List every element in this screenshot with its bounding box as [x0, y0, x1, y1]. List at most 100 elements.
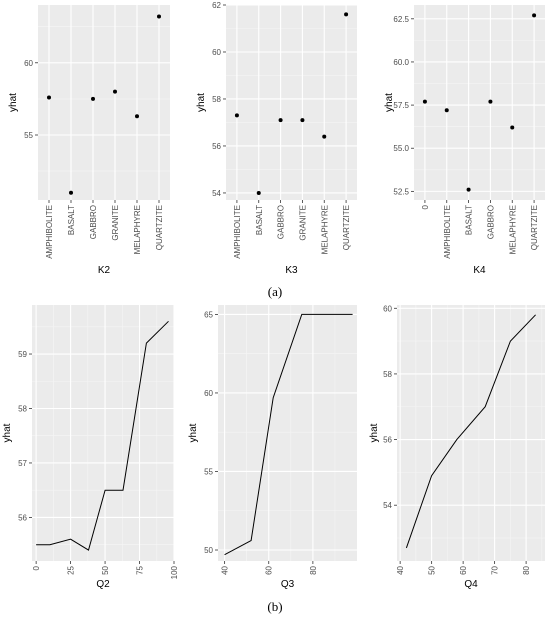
y-axis-title: yhat — [369, 423, 380, 442]
y-axis-title: yhat — [196, 93, 207, 112]
plot-panel — [397, 305, 545, 561]
y-tick-label: 56 — [383, 436, 392, 445]
panel-label-a: (a) — [268, 284, 282, 299]
y-tick-label: 55.0 — [393, 144, 409, 153]
chart-2: 54 56 58 60 62 AMPHIBOLITE BASALT GABBRO GRANITE… — [196, 1, 357, 276]
data-point — [69, 190, 73, 195]
x-tick-label: 80 — [522, 565, 531, 574]
x-tick-label: 50 — [101, 565, 110, 574]
data-point — [510, 125, 515, 130]
y-tick-label: 60 — [24, 59, 33, 68]
y-tick-label: 55 — [204, 467, 213, 476]
y-tick-label: 57.5 — [393, 101, 409, 110]
y-tick-label: 55 — [24, 131, 33, 140]
data-point — [344, 12, 349, 17]
x-axis-title: Q2 — [96, 579, 110, 590]
y-tick-label: 60 — [204, 389, 213, 398]
data-point — [113, 89, 117, 94]
data-point — [278, 118, 283, 123]
y-tick-label: 54 — [212, 189, 221, 198]
x-axis-title: K2 — [98, 265, 111, 276]
x-tick-label: GRANITE — [298, 205, 307, 241]
y-tick-label: 50 — [204, 546, 213, 555]
x-tick-label: GABBRO — [277, 205, 286, 239]
y-tick-label: 62 — [212, 1, 221, 10]
x-tick-label: 25 — [67, 565, 76, 574]
data-point — [466, 187, 471, 192]
y-tick-label: 62.5 — [393, 15, 409, 24]
plot-panel — [32, 305, 174, 561]
series-line — [224, 313, 353, 556]
x-tick-label: 70 — [491, 565, 500, 574]
y-axis-title: yhat — [8, 93, 19, 112]
chart-4: 56 57 58 59 0 25 50 75 100 Q2 yhat — [2, 305, 179, 590]
x-tick-label: GABBRO — [486, 205, 495, 239]
x-axis-title: Q4 — [464, 579, 478, 590]
data-point — [234, 113, 239, 118]
data-point — [532, 13, 537, 18]
data-point — [157, 14, 161, 19]
x-tick-label: 0 — [32, 565, 41, 570]
data-point — [47, 95, 51, 100]
series-line — [36, 320, 169, 551]
x-tick-label: BASALT — [465, 205, 474, 235]
chart-1: 55 60 AMPHIBOLITE BASALT GABBRO GRANITE MELAPH… — [8, 5, 170, 276]
data-point — [91, 96, 95, 101]
y-tick-label: 52.5 — [393, 187, 409, 196]
x-tick-label: 50 — [428, 565, 437, 574]
y-tick-label: 58 — [212, 95, 221, 104]
x-tick-label: QUARTZITE — [155, 205, 164, 250]
x-tick-label: GABBRO — [89, 205, 98, 239]
plot-panel — [38, 5, 170, 200]
y-tick-label: 60 — [383, 304, 392, 313]
y-tick-label: 59 — [18, 350, 27, 359]
x-tick-label: MELAPHYRE — [320, 205, 329, 254]
series-line — [405, 314, 536, 549]
plot-panel — [218, 305, 357, 561]
panel-label-b: (b) — [267, 599, 282, 614]
x-tick-label: MELAPHYRE — [508, 205, 517, 254]
y-tick-label: 56 — [212, 142, 221, 151]
y-tick-label: 58 — [18, 404, 27, 413]
data-point — [300, 118, 305, 123]
x-tick-label: 0 — [421, 204, 430, 209]
x-tick-label: 60 — [459, 565, 468, 574]
x-axis-title: K3 — [285, 265, 298, 276]
data-point — [322, 134, 327, 139]
y-tick-label: 54 — [383, 501, 392, 510]
x-axis-title: Q3 — [281, 579, 295, 590]
y-tick-label: 58 — [383, 370, 392, 379]
y-tick-label: 57 — [18, 459, 27, 468]
chart-6: 54 56 58 60 40 50 60 70 80 Q4 yhat — [369, 304, 545, 590]
y-tick-label: 56 — [18, 513, 27, 522]
y-tick-label: 60 — [212, 48, 221, 57]
data-point — [256, 190, 261, 195]
x-tick-label: AMPHIBOLITE — [45, 205, 54, 259]
x-tick-label: AMPHIBOLITE — [443, 205, 452, 259]
x-tick-label: QUARTZITE — [530, 205, 539, 250]
x-tick-label: BASALT — [255, 205, 264, 235]
data-point — [444, 108, 449, 113]
x-tick-label: GRANITE — [111, 205, 120, 241]
data-point — [488, 99, 493, 104]
y-axis-title: yhat — [2, 423, 13, 442]
plot-panel — [226, 5, 357, 200]
x-tick-label: BASALT — [67, 205, 76, 235]
plot-panel — [414, 5, 545, 200]
x-tick-label: 40 — [396, 565, 405, 574]
x-axis-title: K4 — [473, 265, 486, 276]
x-tick-label: 100 — [170, 565, 179, 579]
chart-5: 50 55 60 65 40 60 80 Q3 yhat — [188, 305, 357, 590]
x-tick-label: 60 — [265, 565, 274, 574]
y-tick-label: 60.0 — [393, 58, 409, 67]
y-axis-title: yhat — [384, 93, 395, 112]
x-tick-label: 80 — [309, 565, 318, 574]
x-tick-label: 75 — [136, 565, 145, 574]
data-point — [422, 99, 427, 104]
chart-3: 52.5 55.0 57.5 60.0 62.5 0 AMPHIBOLITE BASALT GA… — [384, 5, 545, 276]
x-tick-label: AMPHIBOLITE — [233, 205, 242, 259]
y-axis-title: yhat — [188, 423, 199, 442]
x-tick-label: QUARTZITE — [342, 205, 351, 250]
y-tick-label: 65 — [204, 310, 213, 319]
